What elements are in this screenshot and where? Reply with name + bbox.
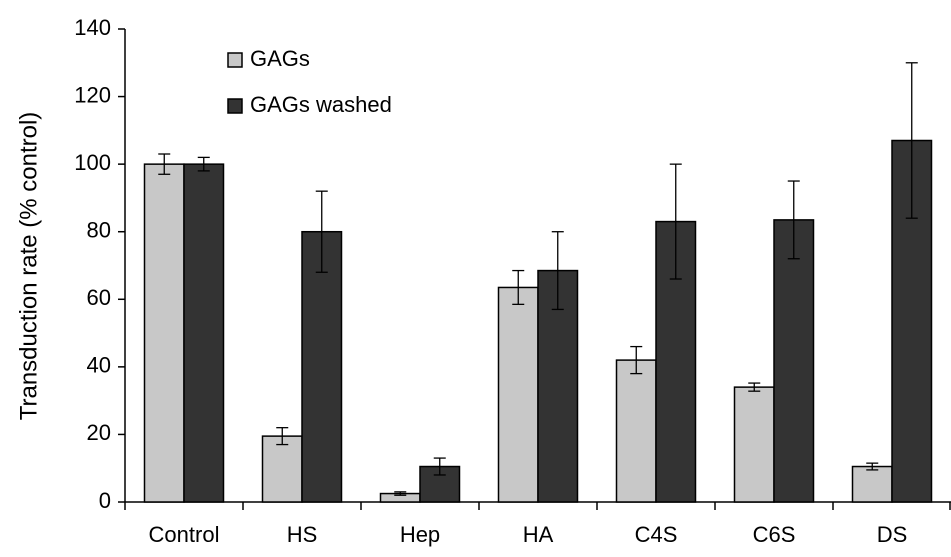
bar	[497, 286, 539, 503]
y-axis-label: Transduction rate (% control)	[15, 112, 42, 421]
y-tick-label: 20	[87, 420, 111, 445]
y-tick-label: 120	[74, 82, 111, 107]
legend-label: GAGs washed	[250, 92, 392, 117]
legend-swatch	[227, 52, 243, 68]
y-tick-label: 100	[74, 150, 111, 175]
x-tick-label: Control	[149, 522, 220, 547]
x-tick-label: C4S	[635, 522, 678, 547]
y-tick-label: 60	[87, 285, 111, 310]
bar	[261, 435, 303, 503]
y-tick-label: 0	[99, 488, 111, 513]
x-tick-label: C6S	[753, 522, 796, 547]
x-tick-label: HA	[523, 522, 554, 547]
legend-label: GAGs	[250, 46, 310, 71]
x-tick-label: HS	[287, 522, 318, 547]
bar	[615, 359, 657, 503]
bar	[851, 465, 893, 503]
bar	[773, 219, 815, 503]
y-tick-label: 140	[74, 15, 111, 40]
x-tick-label: DS	[877, 522, 908, 547]
x-tick-label: Hep	[400, 522, 440, 547]
bar	[301, 230, 343, 503]
y-tick-label: 80	[87, 218, 111, 243]
y-tick-label: 40	[87, 353, 111, 378]
legend-swatch	[227, 98, 243, 114]
bar	[733, 386, 775, 503]
bar	[143, 163, 185, 503]
bar	[183, 163, 225, 503]
